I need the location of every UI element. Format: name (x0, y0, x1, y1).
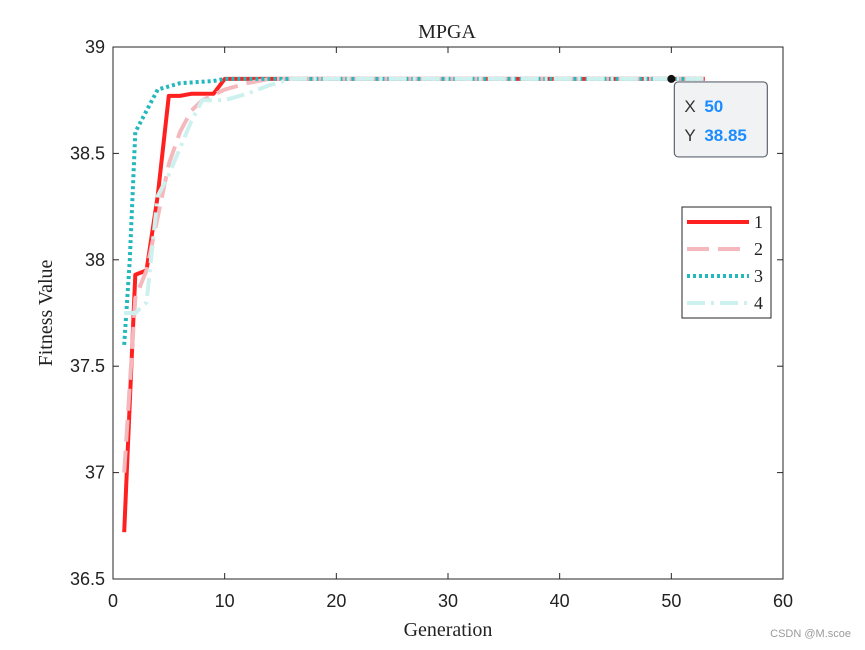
y-tick-label: 39 (85, 37, 105, 57)
chart-title: MPGA (418, 21, 476, 43)
y-tick-label: 37 (85, 463, 105, 483)
legend-label-4: 4 (754, 293, 763, 313)
datatip-label: Y (684, 126, 695, 145)
x-tick-label: 50 (661, 591, 681, 611)
x-tick-label: 60 (773, 591, 793, 611)
y-tick-label: 38 (85, 250, 105, 270)
y-tick-label: 37.5 (70, 356, 105, 376)
datatip-value: 50 (704, 97, 723, 116)
legend-label-1: 1 (754, 212, 763, 232)
watermark: CSDN @M.scoe (770, 628, 851, 640)
x-tick-label: 40 (550, 591, 570, 611)
series-line-1 (122, 76, 705, 533)
series-line-2 (122, 76, 705, 473)
legend-label-2: 2 (754, 239, 763, 259)
y-tick-label: 36.5 (70, 569, 105, 589)
datatip-label: X (684, 97, 695, 116)
x-tick-label: 20 (326, 591, 346, 611)
x-tick-label: 0 (108, 591, 118, 611)
legend-box (681, 206, 772, 319)
datatip-box[interactable] (673, 81, 768, 158)
y-axis-label: Fitness Value (35, 259, 57, 366)
datatip-marker[interactable] (667, 74, 676, 83)
series-line-4 (124, 76, 705, 315)
datatip-value: 38.85 (704, 126, 747, 145)
series-line-3 (122, 76, 705, 346)
x-tick-label: 30 (438, 591, 458, 611)
x-tick-label: 10 (215, 591, 235, 611)
legend-label-3: 3 (754, 266, 763, 286)
y-tick-label: 38.5 (70, 143, 105, 163)
x-axis-label: Generation (404, 619, 493, 641)
